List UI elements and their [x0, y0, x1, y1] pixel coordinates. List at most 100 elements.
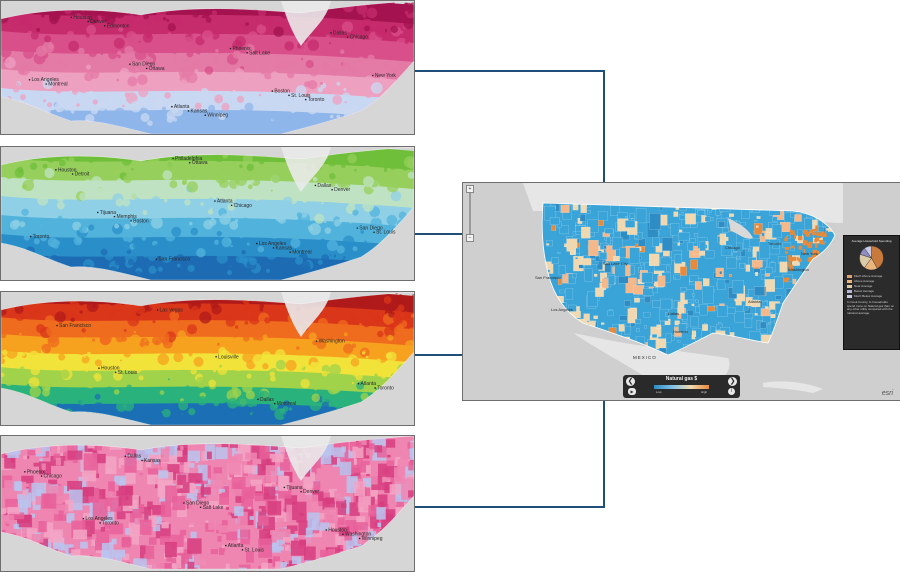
city-dot — [24, 470, 26, 473]
pink-county-map[interactable]: Winnipeg Toronto Salt Lake Denver Chicago Kan… — [1, 436, 414, 571]
city-dot — [130, 220, 132, 222]
great-lakes — [728, 218, 753, 239]
legend-items: Much Above Average Above Average Near Aver… — [844, 274, 899, 298]
city-label: Denver — [90, 19, 106, 25]
city-label: Philadelphia — [175, 156, 202, 162]
city-label: Atlanta — [217, 199, 233, 205]
city-dot — [330, 32, 332, 34]
city-dot — [356, 227, 359, 229]
city-dot — [372, 74, 374, 77]
connector-path — [413, 70, 605, 508]
city-dot — [357, 382, 360, 385]
city-dot — [246, 51, 248, 54]
legend-item: Below Average — [847, 289, 896, 293]
city-label: San Francisco — [59, 323, 91, 329]
city-label: Atlanta — [748, 299, 761, 304]
next-variable-button[interactable]: ❯ — [728, 377, 737, 386]
pink-gradient-map-panel[interactable]: Edmonton Winnipeg Toronto Montreal Ottawa Sal… — [0, 0, 415, 135]
city-dot — [300, 490, 302, 493]
variable-title: Natural gas $ — [665, 376, 698, 382]
city-label: Tijuana — [100, 210, 116, 216]
legend-label: Near Average — [854, 284, 873, 288]
city-dot — [87, 20, 89, 23]
previous-variable-button[interactable]: ❮ — [626, 377, 635, 386]
pie-slice — [864, 245, 872, 259]
city-label: Toronto — [33, 234, 50, 240]
city-label: Dallas — [127, 454, 141, 460]
city-dot — [141, 459, 143, 462]
city-dot — [241, 549, 244, 551]
city-dot — [289, 251, 291, 253]
green-blue-map-panel[interactable]: Ottawa Montreal Toronto Boston Chicago Denver… — [0, 146, 415, 281]
city-dot — [304, 98, 307, 101]
city-label: San Francisco — [535, 275, 561, 280]
city-label: Dallas — [260, 397, 274, 403]
city-label: Toronto — [102, 520, 119, 526]
zoom-in-button[interactable]: + — [466, 185, 474, 193]
zoom-slider[interactable] — [469, 191, 471, 235]
city-dot — [71, 173, 74, 175]
city-dot — [45, 83, 47, 85]
city-label: St. Louis — [244, 547, 264, 553]
city-label: Houston — [58, 167, 77, 173]
city-dot — [224, 544, 227, 547]
city-dot — [215, 355, 217, 358]
city-label: Los Angeles — [259, 241, 287, 247]
legend-swatch — [847, 284, 852, 288]
natural-gas-map-panel[interactable]: San Francisco Los Angeles Salt Lake City Ch… — [462, 182, 900, 401]
legend-panel: Average Household Spending Much Above Av… — [843, 235, 900, 350]
coastline — [1, 292, 414, 425]
city-label: Houston — [101, 366, 120, 372]
pink-county-map-panel[interactable]: Winnipeg Toronto Salt Lake Denver Chicago Kan… — [0, 435, 415, 572]
city-dot — [346, 36, 349, 38]
country-label: MEXICO — [633, 355, 657, 360]
us-border — [541, 202, 836, 356]
city-dot — [70, 16, 73, 19]
city-dot — [171, 105, 173, 108]
city-dot — [256, 242, 258, 245]
city-dot — [113, 215, 116, 218]
city-label: Winnipeg — [362, 536, 383, 542]
heat-map[interactable]: Montreal Toronto St. Louis Louisville Washin… — [1, 292, 414, 425]
coastline — [1, 147, 414, 280]
city-dot — [129, 63, 131, 65]
city-label: Kansas — [144, 458, 161, 464]
legend-note: In Cook County, IL households spend more… — [847, 300, 895, 315]
info-button[interactable]: i — [728, 388, 735, 395]
city-dot — [229, 47, 232, 50]
ramp-low-label: Low — [656, 390, 662, 394]
city-dot — [315, 340, 318, 342]
play-button[interactable]: ▶ — [628, 388, 636, 395]
city-dot — [325, 529, 328, 531]
city-label: Toronto — [768, 241, 782, 246]
city-dot — [114, 371, 117, 374]
city-dot — [358, 537, 361, 540]
heat-map-panel[interactable]: Montreal Toronto St. Louis Louisville Washin… — [0, 291, 415, 426]
city-dot — [55, 169, 57, 171]
natural-gas-map[interactable]: San Francisco Los Angeles Salt Lake City Ch… — [463, 183, 900, 400]
city-label: San Francisco — [158, 257, 190, 263]
city-dot — [314, 184, 317, 187]
city-label: Los Angeles — [32, 77, 60, 83]
city-label: Phoenix — [232, 46, 251, 52]
city-label: Denver — [334, 187, 350, 193]
city-dot — [214, 200, 216, 202]
city-label: Las Vegas — [160, 307, 184, 313]
city-label: Salt Lake City — [603, 261, 628, 266]
city-label: Atlanta — [360, 381, 376, 387]
green-blue-map[interactable]: Ottawa Montreal Toronto Boston Chicago Denver… — [1, 147, 414, 280]
zoom-out-button[interactable]: − — [466, 234, 474, 242]
color-ramp — [654, 385, 709, 389]
city-label: Kansas — [191, 108, 208, 114]
coastline — [1, 1, 414, 134]
pink-gradient-map[interactable]: Edmonton Winnipeg Toronto Montreal Ottawa Sal… — [1, 1, 414, 134]
legend-swatch — [847, 279, 852, 283]
land-mass — [1, 436, 414, 569]
city-dot — [188, 161, 191, 164]
city-label: Los Angeles — [551, 307, 573, 312]
city-dot — [373, 231, 375, 234]
city-dot — [155, 258, 158, 261]
city-label: St. Louis — [118, 370, 138, 376]
city-dot — [271, 90, 274, 92]
